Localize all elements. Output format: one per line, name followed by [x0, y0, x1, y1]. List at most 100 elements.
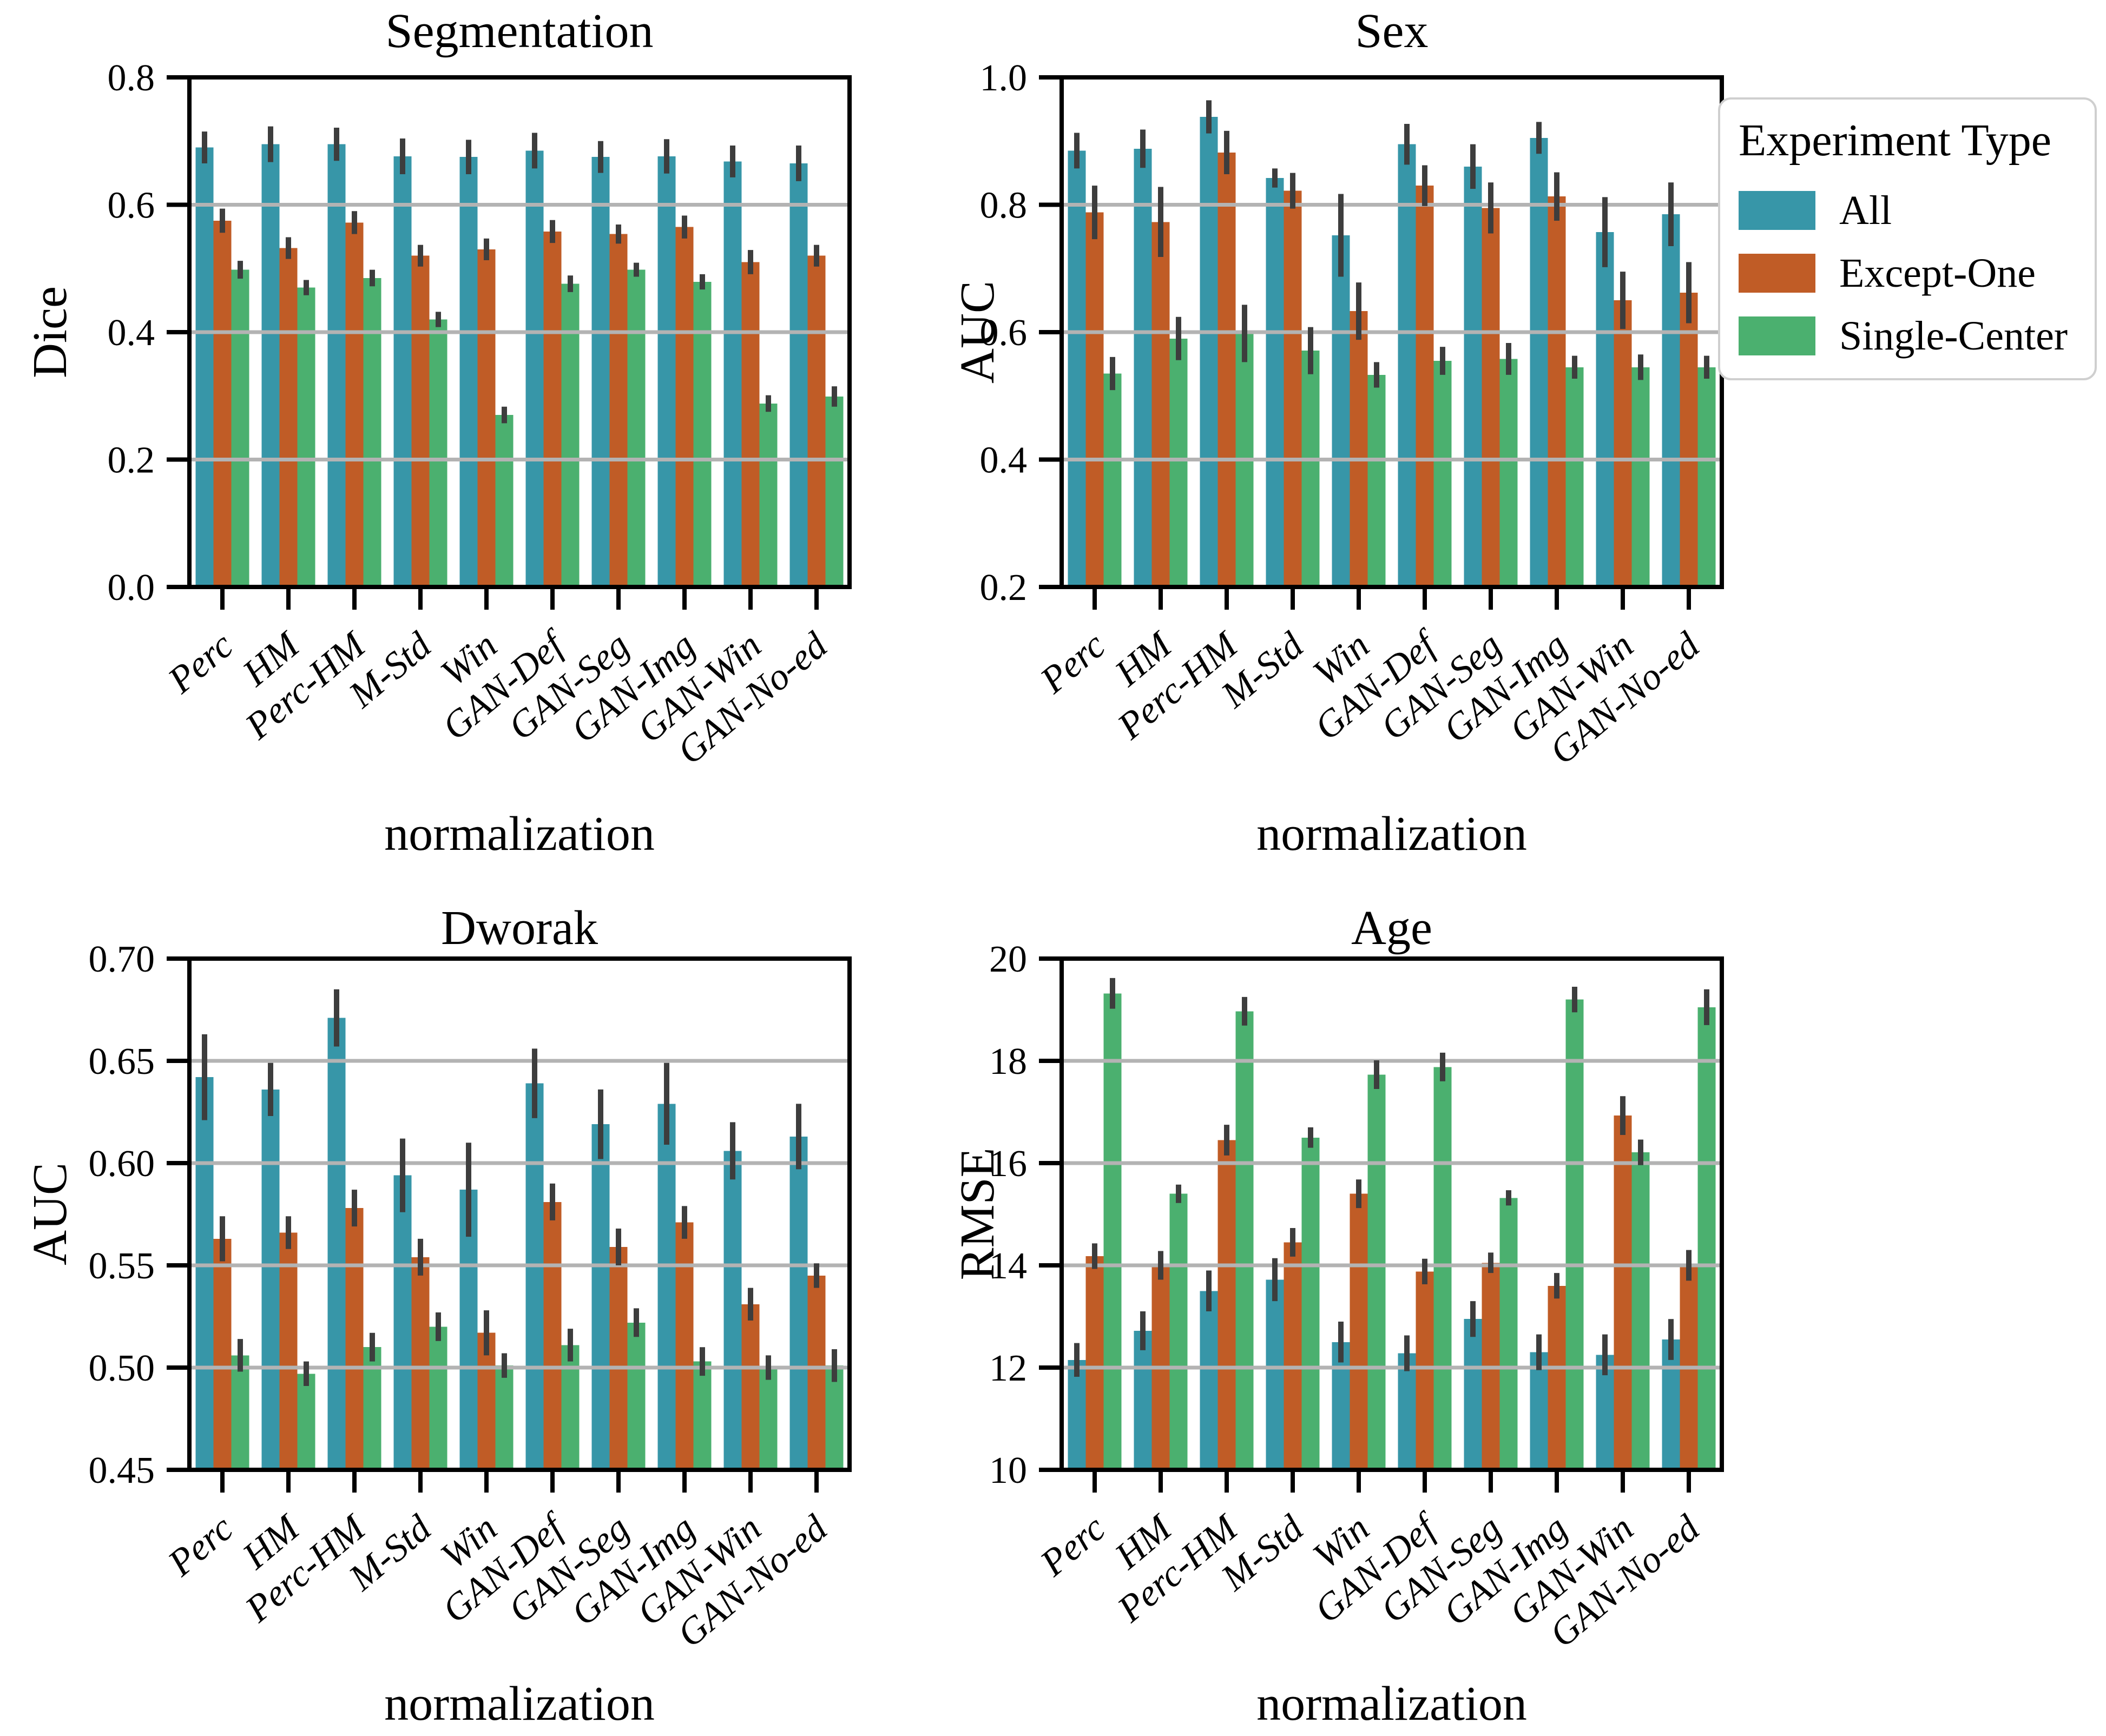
y-tick-label: 18	[989, 1041, 1027, 1082]
bar-single-center	[1103, 993, 1122, 1470]
y-tick-label: 0.70	[89, 939, 155, 980]
bar-all	[1530, 137, 1548, 588]
bar-single-center	[1169, 1193, 1188, 1470]
bar-all	[1266, 1279, 1284, 1470]
bar-single-center	[429, 1326, 447, 1470]
bar-single-center	[1697, 1007, 1716, 1470]
bar-single-center	[693, 1361, 712, 1470]
bar-all	[195, 147, 214, 587]
plot-dworak: 0.450.500.550.600.650.70PercHMPerc-HMM-S…	[89, 939, 852, 1655]
bar-except-one	[213, 1238, 232, 1470]
bar-single-center	[825, 1365, 844, 1470]
bar-except-one	[1614, 300, 1632, 587]
axes-frame	[187, 956, 852, 1472]
bar-except-one	[1350, 311, 1368, 587]
bar-single-center	[1565, 999, 1584, 1470]
bar-all	[327, 144, 346, 587]
y-tick-label: 20	[989, 939, 1027, 980]
bar-single-center	[1631, 367, 1650, 587]
y-tick-label: 0.8	[108, 57, 155, 99]
legend: Experiment Type All Except-One Single-Ce…	[1718, 97, 2097, 380]
bar-except-one	[213, 220, 232, 587]
bar-all	[1596, 232, 1614, 587]
bar-all	[1332, 235, 1350, 587]
y-axis-label-rmse: RMSE	[951, 1147, 1004, 1280]
chart-title-dworak: Dworak	[441, 901, 598, 955]
bar-all	[1464, 166, 1482, 588]
bar-all	[1398, 1353, 1416, 1470]
plot-age: 101214161820PercHMPerc-HMM-StdWinGAN-Def…	[989, 939, 1724, 1655]
bar-single-center	[429, 319, 447, 587]
bar-all	[261, 1089, 280, 1470]
y-axis-label-dice: Dice	[23, 286, 77, 378]
y-tick-label: 0.45	[89, 1450, 155, 1491]
bar-except-one	[1614, 1115, 1632, 1470]
bar-all	[1068, 150, 1086, 588]
bar-single-center	[1499, 1198, 1518, 1470]
bar-single-center	[495, 415, 514, 587]
bar-all	[1068, 1359, 1086, 1470]
bar-except-one	[345, 222, 364, 588]
x-tick-label: Perc	[160, 624, 241, 702]
bar-all	[1662, 214, 1680, 588]
bar-single-center	[1235, 1011, 1254, 1470]
chart-title-sex: Sex	[1355, 4, 1429, 58]
bar-all	[1398, 144, 1416, 587]
bar-single-center	[1433, 360, 1452, 587]
bar-single-center	[825, 396, 844, 587]
legend-entry-all: All	[1739, 190, 2079, 231]
legend-label-single-center: Single-Center	[1839, 313, 2068, 359]
bar-single-center	[1367, 1074, 1386, 1470]
bar-single-center	[1697, 367, 1716, 587]
bar-single-center	[1301, 1137, 1320, 1470]
y-tick-label: 0.60	[89, 1143, 155, 1185]
bar-except-one	[477, 1332, 496, 1470]
bar-single-center	[627, 269, 646, 588]
bar-except-one	[477, 249, 496, 587]
legend-entry-except-one: Except-One	[1739, 253, 2079, 294]
y-axis-label-auc-sex: AUC	[951, 280, 1004, 384]
bar-except-one	[1416, 186, 1434, 587]
bar-single-center	[363, 278, 381, 587]
y-tick-label: 0.2	[980, 567, 1028, 609]
y-tick-label: 1.0	[980, 57, 1028, 99]
bar-all	[327, 1018, 346, 1470]
bar-except-one	[345, 1208, 364, 1470]
plot-sex: 0.20.40.60.81.0PercHMPerc-HMM-StdWinGAN-…	[980, 57, 1724, 773]
bar-single-center	[495, 1365, 514, 1470]
y-tick-label: 0.55	[89, 1245, 155, 1287]
bar-single-center	[231, 269, 249, 588]
x-tick-label: Perc	[160, 1507, 241, 1585]
bar-all	[789, 1136, 808, 1470]
bar-single-center	[561, 1345, 580, 1470]
x-axis-label-normalization: normalization	[1256, 807, 1527, 861]
y-tick-label: 0.6	[980, 312, 1028, 354]
bar-single-center	[759, 403, 778, 587]
bar-all	[657, 156, 676, 587]
bar-except-one	[807, 1275, 826, 1470]
bar-all	[261, 144, 280, 587]
bar-except-one	[1085, 1256, 1104, 1470]
bar-single-center	[627, 1322, 646, 1470]
bar-single-center	[1103, 373, 1122, 587]
chart-title-age: Age	[1351, 901, 1432, 955]
legend-swatch-all	[1739, 190, 1815, 230]
bar-single-center	[759, 1368, 778, 1470]
legend-swatch-except-one	[1739, 253, 1815, 293]
bar-single-center	[297, 287, 315, 587]
y-tick-label: 0.65	[89, 1041, 155, 1082]
x-axis-label-normalization: normalization	[384, 807, 655, 861]
bar-except-one	[1350, 1193, 1368, 1470]
bar-single-center	[561, 283, 580, 587]
bar-single-center	[231, 1355, 249, 1470]
bar-except-one	[411, 255, 430, 587]
bar-all	[723, 1151, 742, 1470]
bar-all	[459, 157, 478, 587]
bar-except-one	[1284, 1242, 1302, 1470]
bar-single-center	[1301, 351, 1320, 587]
bar-single-center	[1565, 367, 1584, 587]
bar-except-one	[543, 1202, 562, 1470]
bar-all	[393, 156, 412, 587]
bar-all	[1134, 148, 1152, 587]
